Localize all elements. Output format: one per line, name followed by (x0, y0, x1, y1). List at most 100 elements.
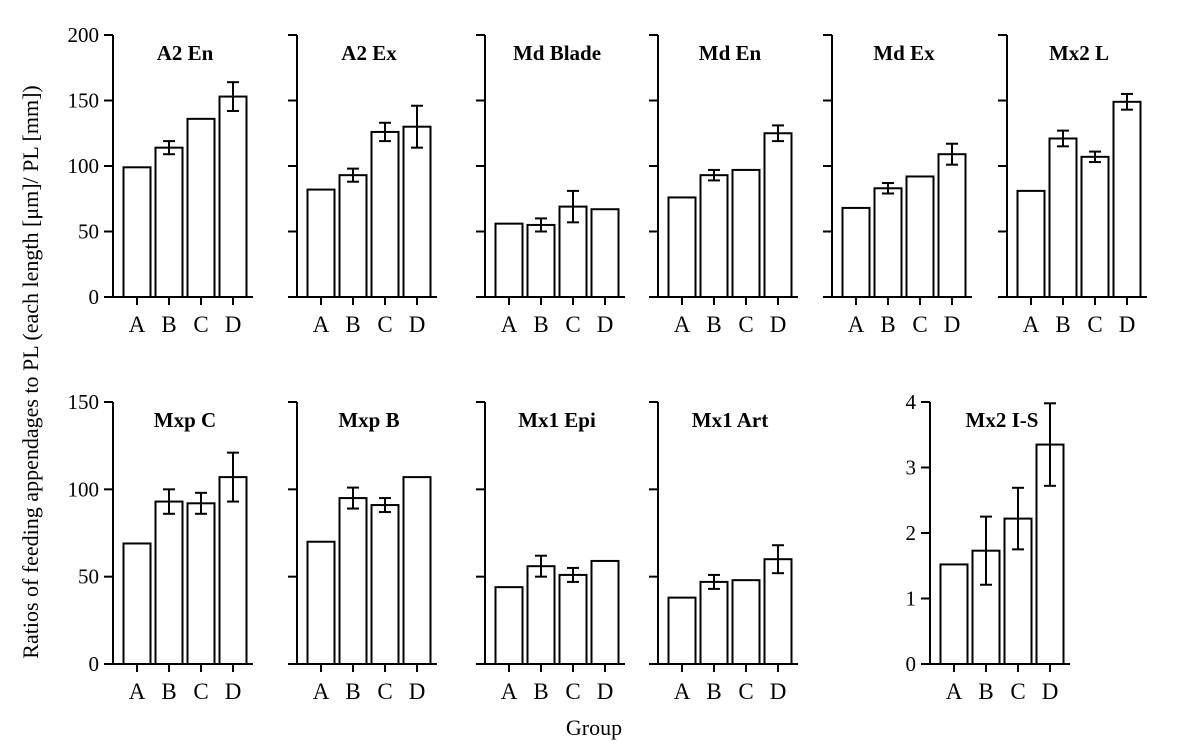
y-tick-label: 100 (68, 154, 100, 178)
bar-d (590, 208, 620, 298)
bar-a (939, 563, 969, 665)
x-tick-label: D (225, 679, 242, 704)
bar-c (1080, 155, 1110, 298)
x-tick-label: D (770, 679, 787, 704)
x-tick-label: D (225, 312, 242, 337)
y-tick-label: 100 (68, 477, 100, 501)
bar-a (494, 222, 524, 298)
bar-a (306, 540, 336, 666)
x-tick-label: D (944, 312, 961, 337)
panel-md-blade: A B C D Md Blade (476, 34, 625, 337)
y-tick-label: 4 (906, 390, 917, 414)
x-tick-label: C (377, 679, 392, 704)
y-tick-label: 2 (906, 521, 917, 545)
bar-b (526, 223, 556, 298)
x-tick-label: C (193, 679, 208, 704)
x-tick-label: B (161, 679, 176, 704)
x-tick-label: B (345, 312, 360, 337)
bar-c (731, 168, 761, 298)
x-tick-label: B (706, 312, 721, 337)
y-tick-label: 50 (78, 220, 99, 244)
bar-c (186, 117, 216, 298)
y-tick-label: 0 (89, 285, 100, 309)
x-tick-label: A (501, 312, 518, 337)
panel-title: Md Ex (873, 41, 935, 65)
bar-d (763, 558, 793, 666)
x-tick-label: A (313, 312, 330, 337)
bar-d (218, 476, 248, 665)
panel-title: Mxp C (154, 408, 216, 432)
x-axis-title: Group (566, 715, 622, 740)
bar-c (558, 573, 588, 665)
bar-b (526, 565, 556, 665)
bar-c (905, 175, 935, 298)
panel-title: A2 Ex (341, 41, 397, 65)
y-axis-title: Ratios of feeding appendages to PL (each… (18, 85, 43, 658)
y-tick-label: 50 (78, 565, 99, 589)
panel-mxp-c: 0 50 100 150 A B C D Mxp C (68, 390, 253, 704)
x-tick-label: C (565, 679, 580, 704)
bar-d (937, 153, 967, 298)
panel-title: A2 En (157, 41, 214, 65)
x-tick-label: D (409, 679, 426, 704)
x-tick-label: B (1055, 312, 1070, 337)
x-tick-label: C (738, 312, 753, 337)
y-tick-label: 0 (906, 652, 917, 676)
bar-b (154, 146, 184, 298)
panel-a2-ex: A B C D A2 Ex (288, 34, 437, 337)
x-tick-label: B (533, 312, 548, 337)
y-tick-label: 150 (68, 89, 100, 113)
panel-md-en: A B C D Md En (649, 34, 798, 337)
bar-a (122, 166, 152, 298)
x-tick-label: B (880, 312, 895, 337)
bar-a (306, 188, 336, 298)
bar-b (699, 174, 729, 298)
panel-title: Mxp B (338, 408, 399, 432)
bar-a (841, 206, 871, 298)
panel-title: Md Blade (513, 41, 601, 65)
bar-c (186, 502, 216, 665)
x-tick-label: B (978, 679, 993, 704)
x-tick-label: A (1023, 312, 1040, 337)
x-tick-label: B (161, 312, 176, 337)
bar-a (494, 586, 524, 665)
x-tick-label: B (706, 679, 721, 704)
bar-c (370, 504, 400, 666)
x-tick-label: D (409, 312, 426, 337)
panel-title: Mx2 L (1049, 41, 1109, 65)
bar-d (218, 95, 248, 298)
y-tick-label: 0 (89, 652, 100, 676)
bar-a (667, 596, 697, 665)
y-tick-label: 3 (906, 456, 917, 480)
bar-c (370, 130, 400, 298)
x-tick-label: A (946, 679, 963, 704)
x-tick-label: A (129, 312, 146, 337)
y-tick-label: 1 (906, 587, 917, 611)
bar-c (731, 579, 761, 665)
panel-title: Mx1 Epi (518, 408, 596, 432)
x-tick-label: D (1042, 679, 1059, 704)
bar-d (402, 476, 432, 665)
panel-title: Mx2 I-S (966, 408, 1039, 432)
x-tick-label: C (565, 312, 580, 337)
bar-d (590, 559, 620, 665)
bar-b (1048, 137, 1078, 298)
x-tick-label: D (597, 679, 614, 704)
panel-mx1-epi: A B C D Mx1 Epi (476, 401, 625, 704)
panel-a2-en: 0 50 100 150 200 A B C D A2 En (68, 23, 253, 337)
panel-mx2-l: A B C D Mx2 L (998, 34, 1147, 337)
bar-a (1016, 189, 1046, 298)
x-tick-label: A (674, 679, 691, 704)
bar-b (873, 187, 903, 299)
x-tick-label: D (1119, 312, 1136, 337)
panel-mxp-b: A B C D Mxp B (288, 401, 437, 704)
x-tick-label: C (377, 312, 392, 337)
x-tick-label: B (533, 679, 548, 704)
bar-a (667, 196, 697, 298)
bar-b (338, 497, 368, 666)
panel-md-ex: A B C D Md Ex (823, 34, 972, 337)
x-tick-label: A (313, 679, 330, 704)
bar-d (402, 125, 432, 298)
